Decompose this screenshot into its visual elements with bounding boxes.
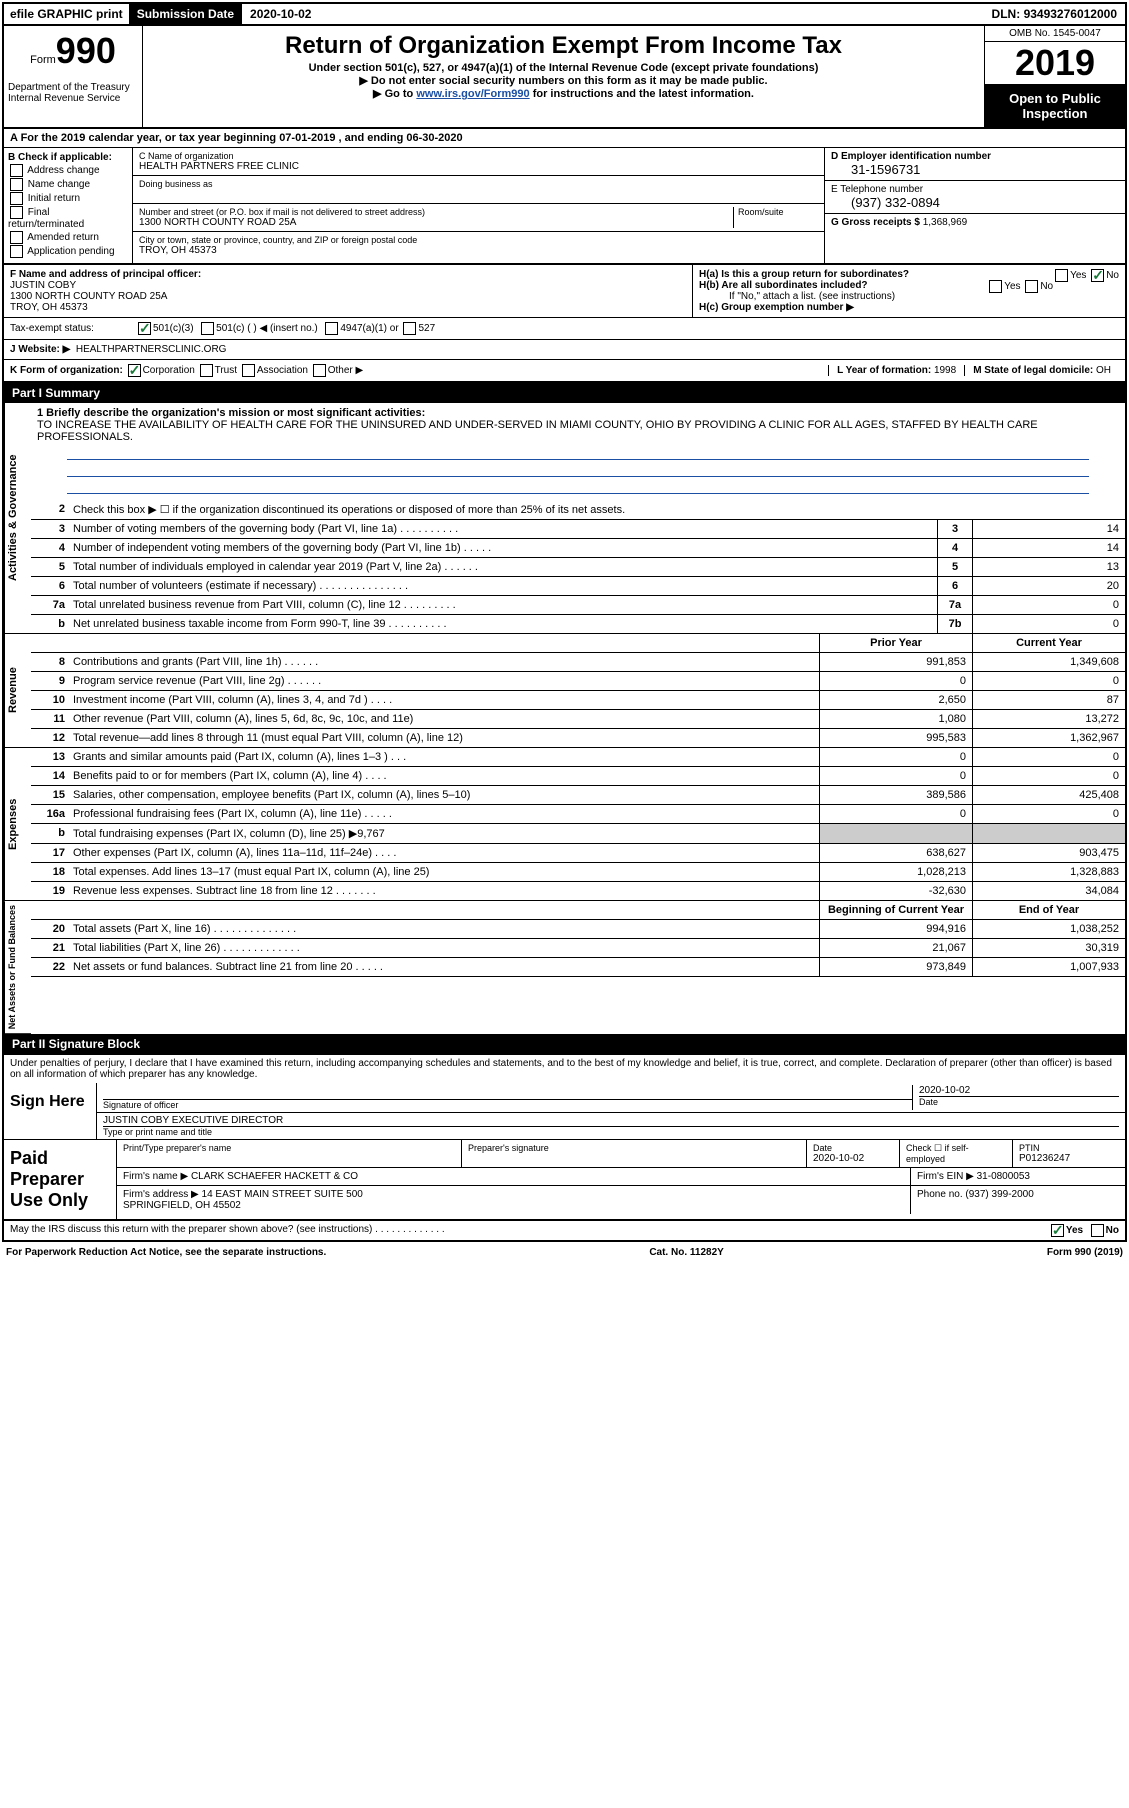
note-1: ▶ Do not enter social security numbers o… bbox=[147, 74, 980, 87]
table-row: 10Investment income (Part VIII, column (… bbox=[31, 691, 1125, 710]
section-b: B Check if applicable: Address change Na… bbox=[4, 148, 133, 263]
dln: DLN: 93493276012000 bbox=[984, 4, 1125, 24]
vtab-expenses: Expenses bbox=[4, 748, 31, 901]
table-row: 19Revenue less expenses. Subtract line 1… bbox=[31, 882, 1125, 901]
tax-status: Tax-exempt status: 501(c)(3) 501(c) ( ) … bbox=[4, 318, 1125, 340]
tax-year: 2019 bbox=[985, 42, 1125, 85]
open-public: Open to Public Inspection bbox=[985, 85, 1125, 127]
section-h: H(a) Is this a group return for subordin… bbox=[693, 265, 1125, 317]
table-row: 11Other revenue (Part VIII, column (A), … bbox=[31, 710, 1125, 729]
period-row: A For the 2019 calendar year, or tax yea… bbox=[4, 129, 1125, 148]
title-block: Return of Organization Exempt From Incom… bbox=[143, 26, 984, 127]
efile-label: efile GRAPHIC print bbox=[4, 4, 129, 24]
table-row: 21Total liabilities (Part X, line 26) . … bbox=[31, 939, 1125, 958]
info-grid: B Check if applicable: Address change Na… bbox=[4, 148, 1125, 265]
table-row: 8Contributions and grants (Part VIII, li… bbox=[31, 653, 1125, 672]
part1-header: Part I Summary bbox=[4, 383, 1125, 403]
sign-here-label: Sign Here bbox=[4, 1083, 97, 1139]
table-row: 12Total revenue—add lines 8 through 11 (… bbox=[31, 729, 1125, 748]
footer: For Paperwork Reduction Act Notice, see … bbox=[0, 1244, 1129, 1261]
line-2: 2 Check this box ▶ ☐ if the organization… bbox=[31, 500, 1125, 520]
net-col-head: Beginning of Current Year End of Year bbox=[31, 901, 1125, 920]
table-row: 7aTotal unrelated business revenue from … bbox=[31, 596, 1125, 615]
vtab-governance: Activities & Governance bbox=[4, 403, 31, 634]
section-c: C Name of organization HEALTH PARTNERS F… bbox=[133, 148, 825, 263]
part2-header: Part II Signature Block bbox=[4, 1034, 1125, 1054]
subtitle: Under section 501(c), 527, or 4947(a)(1)… bbox=[147, 62, 980, 74]
table-row: 16aProfessional fundraising fees (Part I… bbox=[31, 805, 1125, 824]
vtab-netassets: Net Assets or Fund Balances bbox=[4, 901, 31, 1034]
form-number-block: Form990 Department of the Treasury Inter… bbox=[4, 26, 143, 127]
paid-preparer-label: Paid Preparer Use Only bbox=[4, 1140, 117, 1219]
section-de: D Employer identification number 31-1596… bbox=[825, 148, 1125, 263]
table-row: 17Other expenses (Part IX, column (A), l… bbox=[31, 844, 1125, 863]
table-row: bTotal fundraising expenses (Part IX, co… bbox=[31, 824, 1125, 844]
form-title: Return of Organization Exempt From Incom… bbox=[147, 32, 980, 60]
summary: Activities & Governance 1 Briefly descri… bbox=[4, 403, 1125, 634]
header: Form990 Department of the Treasury Inter… bbox=[4, 26, 1125, 129]
table-row: 14Benefits paid to or for members (Part … bbox=[31, 767, 1125, 786]
form-container: efile GRAPHIC print Submission Date 2020… bbox=[2, 2, 1127, 1242]
table-row: 4Number of independent voting members of… bbox=[31, 539, 1125, 558]
subdate-value: 2020-10-02 bbox=[242, 4, 319, 24]
table-row: 9Program service revenue (Part VIII, lin… bbox=[31, 672, 1125, 691]
department: Department of the Treasury Internal Reve… bbox=[8, 82, 138, 104]
year-block: OMB No. 1545-0047 2019 Open to Public In… bbox=[984, 26, 1125, 127]
subdate-label: Submission Date bbox=[129, 4, 242, 24]
note-2: ▶ Go to www.irs.gov/Form990 for instruct… bbox=[147, 87, 980, 100]
signature-block: Under penalties of perjury, I declare th… bbox=[4, 1054, 1125, 1240]
korg-row: K Form of organization: Corporation Trus… bbox=[4, 360, 1125, 383]
mission-block: 1 Briefly describe the organization's mi… bbox=[31, 403, 1125, 500]
table-row: 20Total assets (Part X, line 16) . . . .… bbox=[31, 920, 1125, 939]
table-row: 22Net assets or fund balances. Subtract … bbox=[31, 958, 1125, 977]
table-row: 6Total number of volunteers (estimate if… bbox=[31, 577, 1125, 596]
discuss-row: May the IRS discuss this return with the… bbox=[4, 1220, 1125, 1240]
table-row: 5Total number of individuals employed in… bbox=[31, 558, 1125, 577]
table-row: bNet unrelated business taxable income f… bbox=[31, 615, 1125, 634]
perjury-declaration: Under penalties of perjury, I declare th… bbox=[4, 1055, 1125, 1083]
table-row: 18Total expenses. Add lines 13–17 (must … bbox=[31, 863, 1125, 882]
form990-link[interactable]: www.irs.gov/Form990 bbox=[416, 88, 529, 100]
table-row: 3Number of voting members of the governi… bbox=[31, 520, 1125, 539]
omb-number: OMB No. 1545-0047 bbox=[985, 26, 1125, 42]
section-fh: F Name and address of principal officer:… bbox=[4, 265, 1125, 318]
section-f: F Name and address of principal officer:… bbox=[4, 265, 693, 317]
website-row: J Website: ▶ HEALTHPARTNERSCLINIC.ORG bbox=[4, 340, 1125, 360]
vtab-revenue: Revenue bbox=[4, 634, 31, 748]
table-row: 13Grants and similar amounts paid (Part … bbox=[31, 748, 1125, 767]
topbar: efile GRAPHIC print Submission Date 2020… bbox=[4, 4, 1125, 26]
table-row: 15Salaries, other compensation, employee… bbox=[31, 786, 1125, 805]
col-head: Prior Year Current Year bbox=[31, 634, 1125, 653]
